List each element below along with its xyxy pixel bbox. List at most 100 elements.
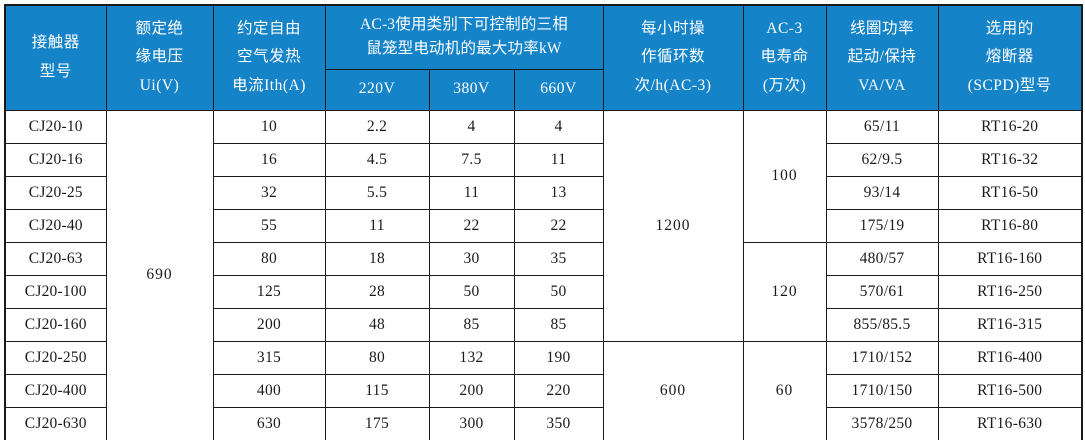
cell-kw-380v: 4 xyxy=(428,109,515,144)
cell-coil-power: 1710/152 xyxy=(825,340,939,375)
cell-fuse-model: RT16-32 xyxy=(937,142,1083,177)
table-body: CJ20-10 690 10 2.2 4 4 1200 100 65/11 RT16-20 CJ20… xyxy=(4,109,1083,440)
cell-kw-220v: 80 xyxy=(324,340,430,375)
header-ac3-max-motor-power: AC-3使用类别下可控制的三相 鼠笼型电动机的最大功率kW xyxy=(324,4,604,70)
cell-kw-380v: 30 xyxy=(428,241,515,276)
cell-model: CJ20-400 xyxy=(4,373,107,408)
cell-kw-220v: 5.5 xyxy=(324,175,430,210)
table-row-cj20-100: CJ20-100 125 28 50 50 570/61 RT16-250 xyxy=(4,274,1083,309)
cell-kw-220v: 4.5 xyxy=(324,142,430,177)
cell-model: CJ20-25 xyxy=(4,175,107,210)
cell-thermal-current: 16 xyxy=(212,142,326,177)
cell-kw-380v: 50 xyxy=(428,274,515,309)
header-coil-power-start-hold: 线圈功率 起动/保持 VA/VA xyxy=(825,4,939,111)
cell-kw-220v: 28 xyxy=(324,274,430,309)
cell-fuse-model: RT16-400 xyxy=(937,340,1083,375)
header-380v: 380V xyxy=(428,68,515,111)
cell-kw-660v: 220 xyxy=(513,373,604,408)
cell-rated-insulation-voltage: 690 xyxy=(105,109,214,440)
cell-thermal-current: 80 xyxy=(212,241,326,276)
cell-fuse-model: RT16-160 xyxy=(937,241,1083,276)
cell-electrical-life: 120 xyxy=(742,241,827,342)
header-operating-cycles-per-hour: 每小时操 作循环数 次/h(AC-3) xyxy=(602,4,744,111)
cell-coil-power: 93/14 xyxy=(825,175,939,210)
cell-fuse-model: RT16-315 xyxy=(937,307,1083,342)
cell-kw-660v: 35 xyxy=(513,241,604,276)
cell-coil-power: 855/85.5 xyxy=(825,307,939,342)
table-row-cj20-250: CJ20-250 315 80 132 190 600 60 1710/152 RT16-400 xyxy=(4,340,1083,440)
cell-kw-660v: 22 xyxy=(513,208,604,243)
cell-kw-380v: 7.5 xyxy=(428,142,515,177)
cell-kw-220v: 2.2 xyxy=(324,109,430,144)
cell-kw-660v: 4 xyxy=(513,109,604,144)
cell-coil-power: 480/57 xyxy=(825,241,939,276)
cell-kw-660v: 50 xyxy=(513,274,604,309)
cell-electrical-life: 100 xyxy=(742,109,827,243)
cell-fuse-model: RT16-250 xyxy=(937,274,1083,309)
cell-coil-power: 570/61 xyxy=(825,274,939,309)
cell-fuse-model: RT16-630 xyxy=(937,406,1083,440)
table-header: 接触器 型号 额定绝 缘电压 Ui(V) 约定自由 空气发热 电流Ith(A) … xyxy=(4,4,1083,111)
cell-operating-cycles: 600 xyxy=(602,340,744,440)
cell-kw-660v: 11 xyxy=(513,142,604,177)
cell-model: CJ20-100 xyxy=(4,274,107,309)
header-660v: 660V xyxy=(513,68,604,111)
cell-kw-380v: 22 xyxy=(428,208,515,243)
cell-thermal-current: 10 xyxy=(212,109,326,144)
cell-operating-cycles: 1200 xyxy=(602,109,744,342)
cell-kw-660v: 350 xyxy=(513,406,604,440)
cell-thermal-current: 200 xyxy=(212,307,326,342)
cell-kw-380v: 300 xyxy=(428,406,515,440)
cell-fuse-model: RT16-80 xyxy=(937,208,1083,243)
header-220v: 220V xyxy=(324,68,430,111)
table-row-cj20-63: CJ20-63 80 18 30 35 120 480/57 RT16-160 xyxy=(4,241,1083,342)
cell-coil-power: 62/9.5 xyxy=(825,142,939,177)
table-row-cj20-400: CJ20-400 400 115 200 220 1710/150 RT16-500 xyxy=(4,373,1083,408)
header-ac3-electrical-life: AC-3 电寿命 (万次) xyxy=(742,4,827,111)
cell-model: CJ20-630 xyxy=(4,406,107,440)
cell-model: CJ20-10 xyxy=(4,109,107,144)
cell-coil-power: 3578/250 xyxy=(825,406,939,440)
cell-model: CJ20-16 xyxy=(4,142,107,177)
cell-kw-380v: 85 xyxy=(428,307,515,342)
cell-fuse-model: RT16-50 xyxy=(937,175,1083,210)
table-row-cj20-16: CJ20-16 16 4.5 7.5 11 62/9.5 RT16-32 xyxy=(4,142,1083,177)
cell-coil-power: 175/19 xyxy=(825,208,939,243)
cell-electrical-life: 60 xyxy=(742,340,827,440)
table-row-cj20-10: CJ20-10 690 10 2.2 4 4 1200 100 65/11 RT16-20 xyxy=(4,109,1083,440)
cell-kw-380v: 200 xyxy=(428,373,515,408)
cell-coil-power: 65/11 xyxy=(825,109,939,144)
cell-thermal-current: 125 xyxy=(212,274,326,309)
cell-fuse-model: RT16-500 xyxy=(937,373,1083,408)
cell-thermal-current: 315 xyxy=(212,340,326,375)
cell-kw-220v: 48 xyxy=(324,307,430,342)
cell-coil-power: 1710/150 xyxy=(825,373,939,408)
cell-kw-660v: 190 xyxy=(513,340,604,375)
cell-thermal-current: 400 xyxy=(212,373,326,408)
cell-kw-660v: 13 xyxy=(513,175,604,210)
header-selected-fuse-scpd: 选用的 熔断器 (SCPD)型号 xyxy=(937,4,1083,111)
cell-kw-220v: 115 xyxy=(324,373,430,408)
cell-fuse-model: RT16-20 xyxy=(937,109,1083,144)
cell-kw-220v: 11 xyxy=(324,208,430,243)
cell-thermal-current: 630 xyxy=(212,406,326,440)
cell-model: CJ20-40 xyxy=(4,208,107,243)
cell-kw-220v: 18 xyxy=(324,241,430,276)
header-conventional-thermal-current: 约定自由 空气发热 电流Ith(A) xyxy=(212,4,326,111)
contactor-spec-table: 接触器 型号 额定绝 缘电压 Ui(V) 约定自由 空气发热 电流Ith(A) … xyxy=(4,4,1083,440)
cell-thermal-current: 55 xyxy=(212,208,326,243)
cell-thermal-current: 32 xyxy=(212,175,326,210)
cell-model: CJ20-63 xyxy=(4,241,107,276)
cell-kw-380v: 132 xyxy=(428,340,515,375)
table-row-cj20-630: CJ20-630 630 175 300 350 3578/250 RT16-630 xyxy=(4,406,1083,440)
cell-kw-660v: 85 xyxy=(513,307,604,342)
header-contactor-model: 接触器 型号 xyxy=(4,4,107,111)
cell-model: CJ20-250 xyxy=(4,340,107,375)
header-rated-insulation-voltage: 额定绝 缘电压 Ui(V) xyxy=(105,4,214,111)
cell-kw-380v: 11 xyxy=(428,175,515,210)
cell-kw-220v: 175 xyxy=(324,406,430,440)
cell-model: CJ20-160 xyxy=(4,307,107,342)
table-row-cj20-40: CJ20-40 55 11 22 22 175/19 RT16-80 xyxy=(4,208,1083,243)
table-row-cj20-25: CJ20-25 32 5.5 11 13 93/14 RT16-50 xyxy=(4,175,1083,210)
